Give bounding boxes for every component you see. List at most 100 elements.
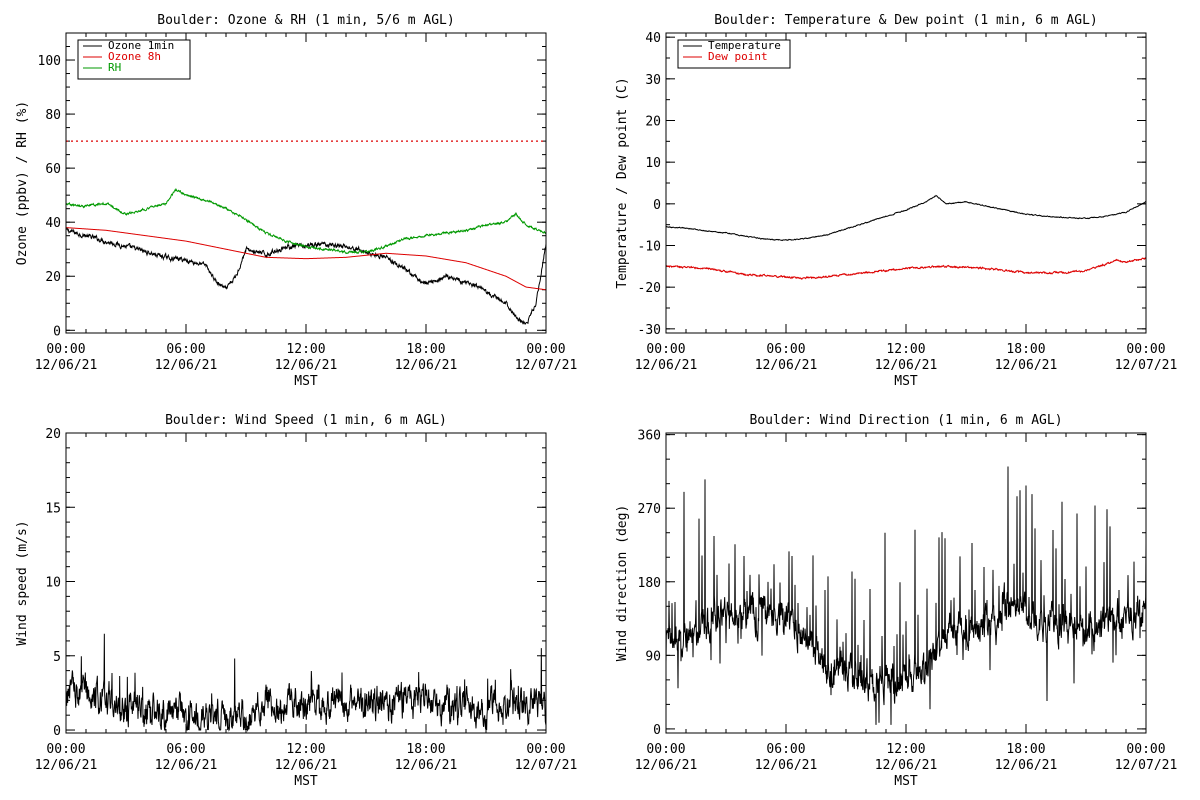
y-tick-label: 0 — [53, 724, 61, 739]
y-tick-label: -20 — [638, 281, 661, 296]
y-tick-label: 360 — [638, 429, 661, 444]
y-axis-label: Wind direction (deg) — [615, 505, 630, 662]
series-line-3 — [66, 187, 546, 255]
x-tick-date-label: 12/06/21 — [875, 358, 938, 373]
y-tick-label: 40 — [45, 216, 61, 231]
legend-box — [677, 39, 791, 69]
y-tick-label: 20 — [45, 270, 61, 285]
x-tick-time-label: 00:00 — [1126, 742, 1165, 757]
chart-title: Boulder: Ozone & RH (1 min, 5/6 m AGL) — [157, 13, 454, 28]
legend-entry: Ozone 8h — [108, 50, 161, 63]
y-tick-label: 90 — [645, 649, 661, 664]
y-tick-label: 80 — [45, 108, 61, 123]
x-tick-time-label: 12:00 — [886, 342, 925, 357]
x-tick-date-label: 12/06/21 — [155, 758, 218, 773]
x-tick-time-label: 18:00 — [1006, 342, 1045, 357]
x-tick-time-label: 12:00 — [286, 742, 325, 757]
y-tick-label: -10 — [638, 240, 661, 255]
y-axis-label: Wind speed (m/s) — [15, 520, 30, 645]
x-tick-date-label: 12/06/21 — [875, 758, 938, 773]
x-tick-time-label: 06:00 — [766, 742, 805, 757]
x-tick-time-label: 00:00 — [526, 342, 565, 357]
legend-entry: Ozone 1min — [108, 39, 174, 52]
x-tick-time-label: 18:00 — [1006, 742, 1045, 757]
x-tick-date-label: 12/06/21 — [995, 758, 1058, 773]
x-tick-date-label: 12/06/21 — [395, 758, 458, 773]
x-tick-date-label: 12/06/21 — [635, 358, 698, 373]
y-tick-label: 10 — [45, 576, 61, 591]
x-tick-date-label: 12/06/21 — [635, 758, 698, 773]
x-tick-date-label: 12/06/21 — [275, 758, 338, 773]
y-tick-label: 0 — [53, 324, 61, 339]
series-line-1 — [666, 194, 1146, 242]
chart-title: Boulder: Wind Direction (1 min, 6 m AGL) — [749, 413, 1062, 428]
x-axis-label: MST — [894, 374, 918, 389]
x-tick-time-label: 00:00 — [526, 742, 565, 757]
x-tick-date-label: 12/06/21 — [995, 358, 1058, 373]
x-tick-time-label: 18:00 — [406, 342, 445, 357]
y-tick-label: 180 — [638, 576, 661, 591]
chart-panel-1: Boulder: Ozone & RH (1 min, 5/6 m AGL) Oz… — [15, 13, 577, 389]
x-tick-time-label: 18:00 — [406, 742, 445, 757]
x-axis-label: MST — [894, 774, 918, 789]
chart-title: Boulder: Wind Speed (1 min, 6 m AGL) — [165, 413, 447, 428]
series-line-2 — [666, 257, 1146, 280]
x-tick-date-label: 12/06/21 — [155, 358, 218, 373]
x-axis-label: MST — [294, 374, 318, 389]
y-tick-label: 40 — [645, 31, 661, 46]
y-tick-label: 5 — [53, 650, 61, 665]
x-tick-date-label: 12/06/21 — [35, 358, 98, 373]
x-tick-time-label: 00:00 — [46, 742, 85, 757]
y-tick-label: 20 — [645, 115, 661, 130]
x-tick-time-label: 00:00 — [646, 742, 685, 757]
x-tick-time-label: 12:00 — [886, 742, 925, 757]
y-tick-label: 30 — [645, 73, 661, 88]
series-line-2 — [66, 227, 546, 291]
plot-frame — [65, 32, 547, 334]
y-tick-label: 100 — [38, 54, 61, 69]
x-tick-date-label: 12/06/21 — [755, 358, 818, 373]
y-axis-label: Temperature / Dew point (C) — [615, 77, 630, 288]
plot-frame — [665, 32, 1147, 334]
y-axis-label: Ozone (ppbv) / RH (%) — [15, 101, 30, 265]
legend-entry: Dew point — [708, 50, 768, 63]
series-line-1 — [66, 633, 546, 732]
x-tick-date-label: 12/06/21 — [755, 758, 818, 773]
series-line-1 — [66, 227, 546, 325]
y-tick-label: 0 — [653, 198, 661, 213]
y-tick-label: 10 — [645, 156, 661, 171]
y-tick-label: 0 — [653, 723, 661, 738]
x-tick-date-label: 12/07/21 — [515, 358, 578, 373]
x-tick-time-label: 00:00 — [1126, 342, 1165, 357]
x-tick-time-label: 12:00 — [286, 342, 325, 357]
x-tick-date-label: 12/06/21 — [395, 358, 458, 373]
x-axis-label: MST — [294, 774, 318, 789]
legend-entry: RH — [108, 61, 121, 74]
x-tick-time-label: 06:00 — [166, 742, 205, 757]
x-tick-date-label: 12/06/21 — [275, 358, 338, 373]
chart-panel-2: Boulder: Temperature & Dew point (1 min,… — [615, 13, 1177, 389]
legend-entry: Temperature — [708, 39, 781, 52]
x-tick-date-label: 12/07/21 — [1115, 758, 1178, 773]
x-tick-time-label: 06:00 — [166, 342, 205, 357]
y-tick-label: -30 — [638, 323, 661, 338]
y-tick-label: 60 — [45, 162, 61, 177]
y-tick-label: 15 — [45, 501, 61, 516]
chart-panel-3: Boulder: Wind Speed (1 min, 6 m AGL) Wind… — [15, 413, 577, 789]
chart-title: Boulder: Temperature & Dew point (1 min,… — [714, 13, 1098, 28]
series-line-1 — [666, 466, 1146, 725]
x-tick-date-label: 12/07/21 — [1115, 358, 1178, 373]
plot-frame — [65, 432, 547, 734]
plot-frame — [665, 432, 1147, 734]
x-tick-date-label: 12/06/21 — [35, 758, 98, 773]
chart-panel-4: Boulder: Wind Direction (1 min, 6 m AGL)… — [615, 413, 1177, 789]
x-tick-date-label: 12/07/21 — [515, 758, 578, 773]
y-tick-label: 270 — [638, 502, 661, 517]
x-tick-time-label: 06:00 — [766, 342, 805, 357]
y-tick-label: 20 — [45, 427, 61, 442]
x-tick-time-label: 00:00 — [646, 342, 685, 357]
x-tick-time-label: 00:00 — [46, 342, 85, 357]
